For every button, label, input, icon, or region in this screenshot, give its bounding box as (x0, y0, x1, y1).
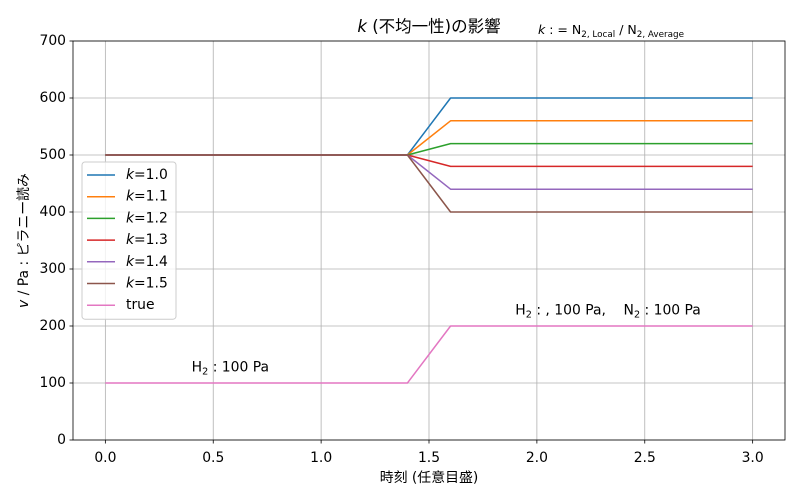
annotation-2-part-2: : , 100 Pa, N (532, 303, 634, 319)
y-axis-label-part-0: v (16, 299, 32, 308)
plot-lines (105, 97, 753, 384)
x-tick-label: 2.0 (526, 450, 548, 466)
legend-item-k-1-5: k=1.5 (87, 276, 168, 292)
y-tick-label: 700 (39, 33, 66, 49)
legend-label-true: true (126, 297, 155, 313)
chart-title-part-1: (不均一性)の影響 (367, 17, 501, 36)
legend-item-true: true (87, 297, 155, 313)
x-tick-label: 1.0 (310, 450, 332, 466)
definition-note-part-3: / N (615, 22, 637, 37)
legend-item-k-1-0: k=1.0 (87, 167, 168, 183)
annotation-2-part-3: 2 (634, 310, 640, 321)
x-tick-label: 0.0 (94, 450, 116, 466)
legend-item-k-1-1: k=1.1 (87, 189, 168, 205)
annotation-2-part-1: 2 (526, 310, 532, 321)
chart-title-part-0: k (357, 17, 368, 36)
x-axis-label: 時刻 (任意目盛) (380, 469, 479, 486)
series-line-k-1-5 (105, 154, 753, 213)
legend-label-value: =1.4 (134, 254, 168, 270)
y-tick-label: 500 (39, 147, 66, 163)
annotation-1-part-0: H (192, 360, 202, 376)
legend-item-k-1-4: k=1.4 (87, 254, 168, 270)
annotation-2: H2 : , 100 Pa, N2 : 100 Pa (515, 303, 701, 321)
legend-box (81, 161, 177, 320)
legend-label-value: =1.2 (134, 210, 168, 226)
annotation-1: H2 : 100 Pa (192, 360, 269, 378)
legend-label-k-1-3: k=1.3 (126, 232, 168, 248)
legend-label-var: k (126, 276, 135, 292)
legend-item-k-1-2: k=1.2 (87, 210, 168, 226)
annotation-1-part-2: : 100 Pa (208, 360, 269, 376)
legend-label-k-1-1: k=1.1 (126, 189, 168, 205)
legend-label-var: k (126, 254, 135, 270)
y-tick-label: 0 (57, 432, 66, 448)
definition-note-part-2: 2, Local (581, 30, 615, 40)
series-line-true (105, 325, 753, 384)
legend-label-value: =1.5 (134, 276, 168, 292)
legend-label-k-1-0: k=1.0 (126, 167, 168, 183)
legend-label-value: =1.3 (134, 232, 168, 248)
definition-note: k : = N2, Local / N2, Average (538, 22, 684, 40)
y-axis-label-part-1: / Pa : ピラニー読み (15, 173, 32, 300)
chart-title: k (不均一性)の影響 (357, 17, 500, 36)
annotation-2-part-0: H (515, 303, 525, 319)
legend-label-k-1-4: k=1.4 (126, 254, 168, 270)
y-axis: 0 100 200 300 400 500 600 700 (39, 33, 73, 448)
y-axis-label: v / Pa : ピラニー読み (15, 173, 32, 308)
definition-note-part-4: 2, Average (637, 30, 684, 40)
x-tick-label: 0.5 (202, 450, 224, 466)
y-tick-label: 400 (39, 204, 66, 220)
legend-label-value: =1.0 (134, 167, 168, 183)
legend-label-var: k (126, 167, 135, 183)
y-tick-label: 300 (39, 261, 66, 277)
x-tick-label: 2.5 (634, 450, 656, 466)
y-tick-label: 200 (39, 318, 66, 334)
annotation-2-part-4: : 100 Pa (640, 303, 701, 319)
legend-label-k-1-2: k=1.2 (126, 210, 168, 226)
legend-label-var: k (126, 210, 135, 226)
y-tick-label: 100 (39, 375, 66, 391)
legend-label-value: =1.1 (134, 189, 168, 205)
legend-label-var: k (126, 189, 135, 205)
legend-item-k-1-3: k=1.3 (87, 232, 168, 248)
x-axis: 0.0 0.5 1.0 1.5 2.0 2.5 3.0 (94, 440, 764, 466)
definition-note-part-1: : = N (545, 22, 581, 37)
x-tick-label: 1.5 (418, 450, 440, 466)
x-tick-label: 3.0 (742, 450, 764, 466)
legend-label-k-1-5: k=1.5 (126, 276, 168, 292)
y-tick-label: 600 (39, 90, 66, 106)
annotation-1-part-1: 2 (202, 367, 208, 378)
legend-label-var: k (126, 232, 135, 248)
definition-note-part-0: k (538, 22, 546, 37)
